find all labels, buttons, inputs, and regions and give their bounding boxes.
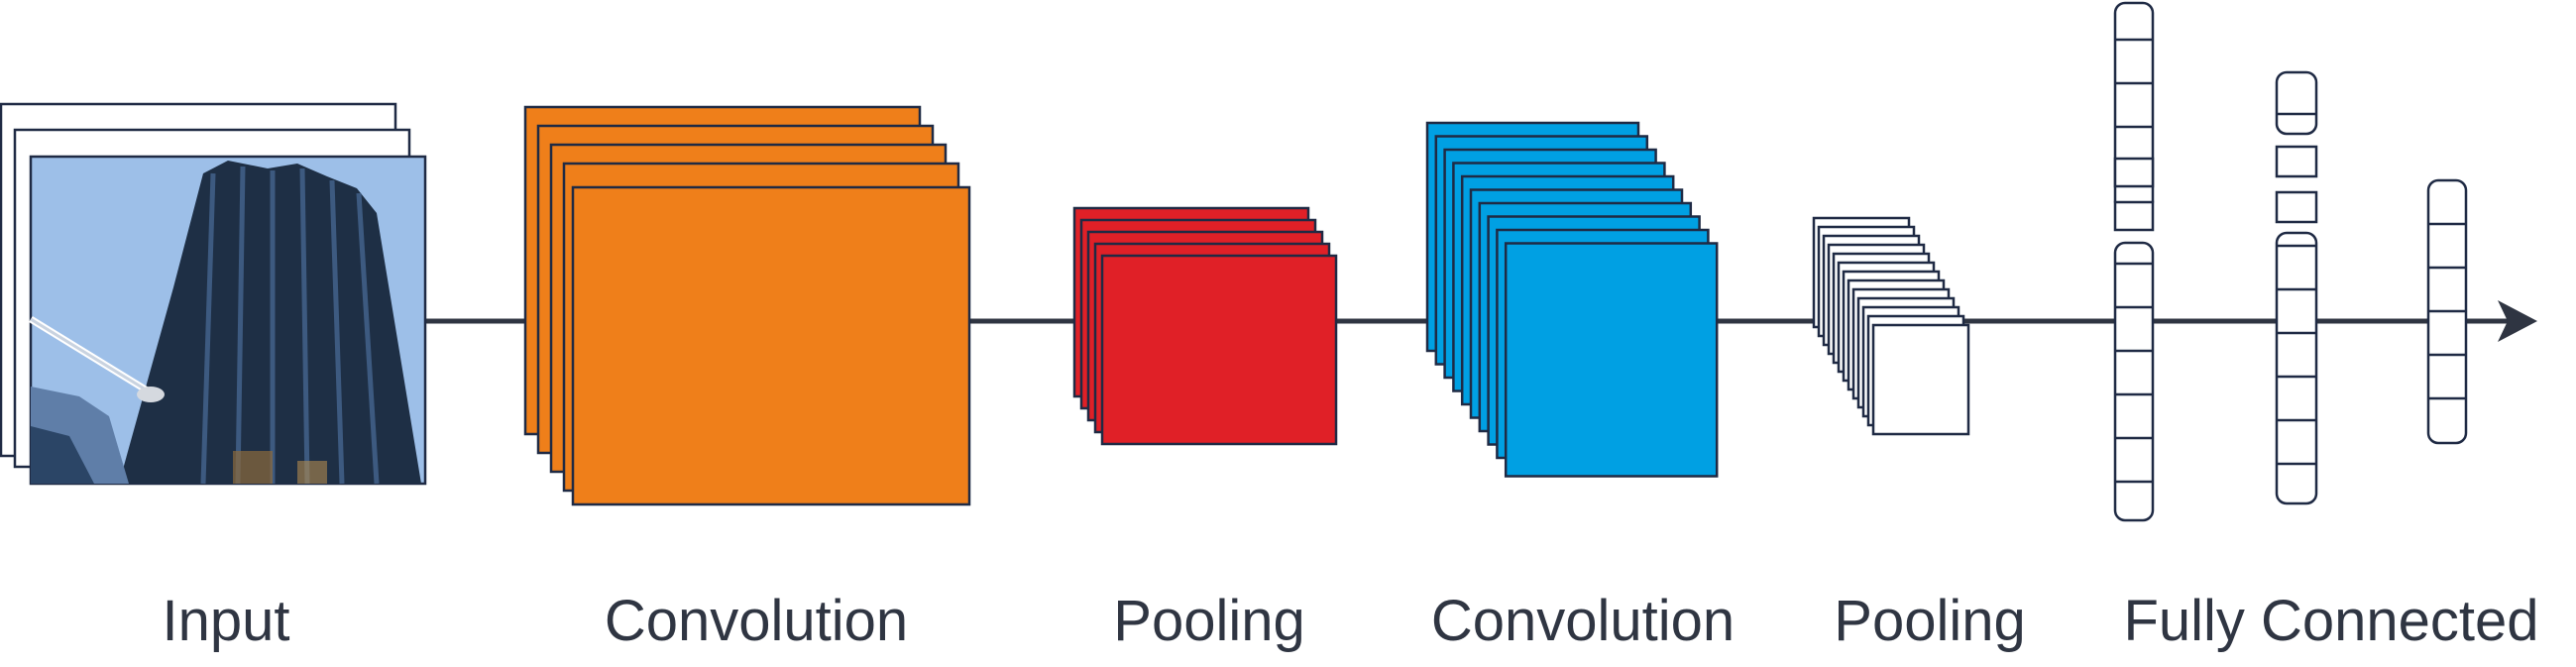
conv1-label: Convolution — [604, 589, 909, 653]
pool2-stack — [1812, 216, 1970, 436]
pool1-label: Pooling — [1113, 589, 1305, 653]
conv2-stack — [1425, 121, 1719, 478]
conv2-label: Convolution — [1430, 589, 1736, 653]
pool1-stack — [1072, 206, 1338, 446]
fc-vector-1-cell — [2113, 200, 2155, 232]
pool2-label: Pooling — [1834, 589, 2026, 653]
arrow-right-icon — [2498, 300, 2537, 342]
fc-label: Fully Connected — [2123, 589, 2539, 653]
fc-layer-2 — [2275, 70, 2318, 505]
input-label: Input — [162, 589, 290, 653]
pool1-map — [1100, 254, 1338, 446]
fc-vector-1-bottom — [2113, 241, 2155, 522]
fc-vector-2-top — [2275, 70, 2318, 136]
pool2-map — [1871, 323, 1970, 436]
conv1-stack — [523, 105, 971, 506]
fc-layer-3 — [2426, 178, 2468, 445]
fc-vector-1-cell — [2113, 157, 2155, 188]
input-stack — [0, 102, 427, 486]
fc-vector-2-cell — [2275, 190, 2318, 224]
conv1-map — [571, 185, 971, 506]
fc-vector-2-bottom — [2275, 231, 2318, 505]
skyscraper-photo-icon — [29, 155, 427, 486]
fc-layer-1 — [2113, 1, 2155, 522]
conv2-map — [1504, 242, 1719, 478]
fc-vector-2-cell — [2275, 145, 2318, 178]
